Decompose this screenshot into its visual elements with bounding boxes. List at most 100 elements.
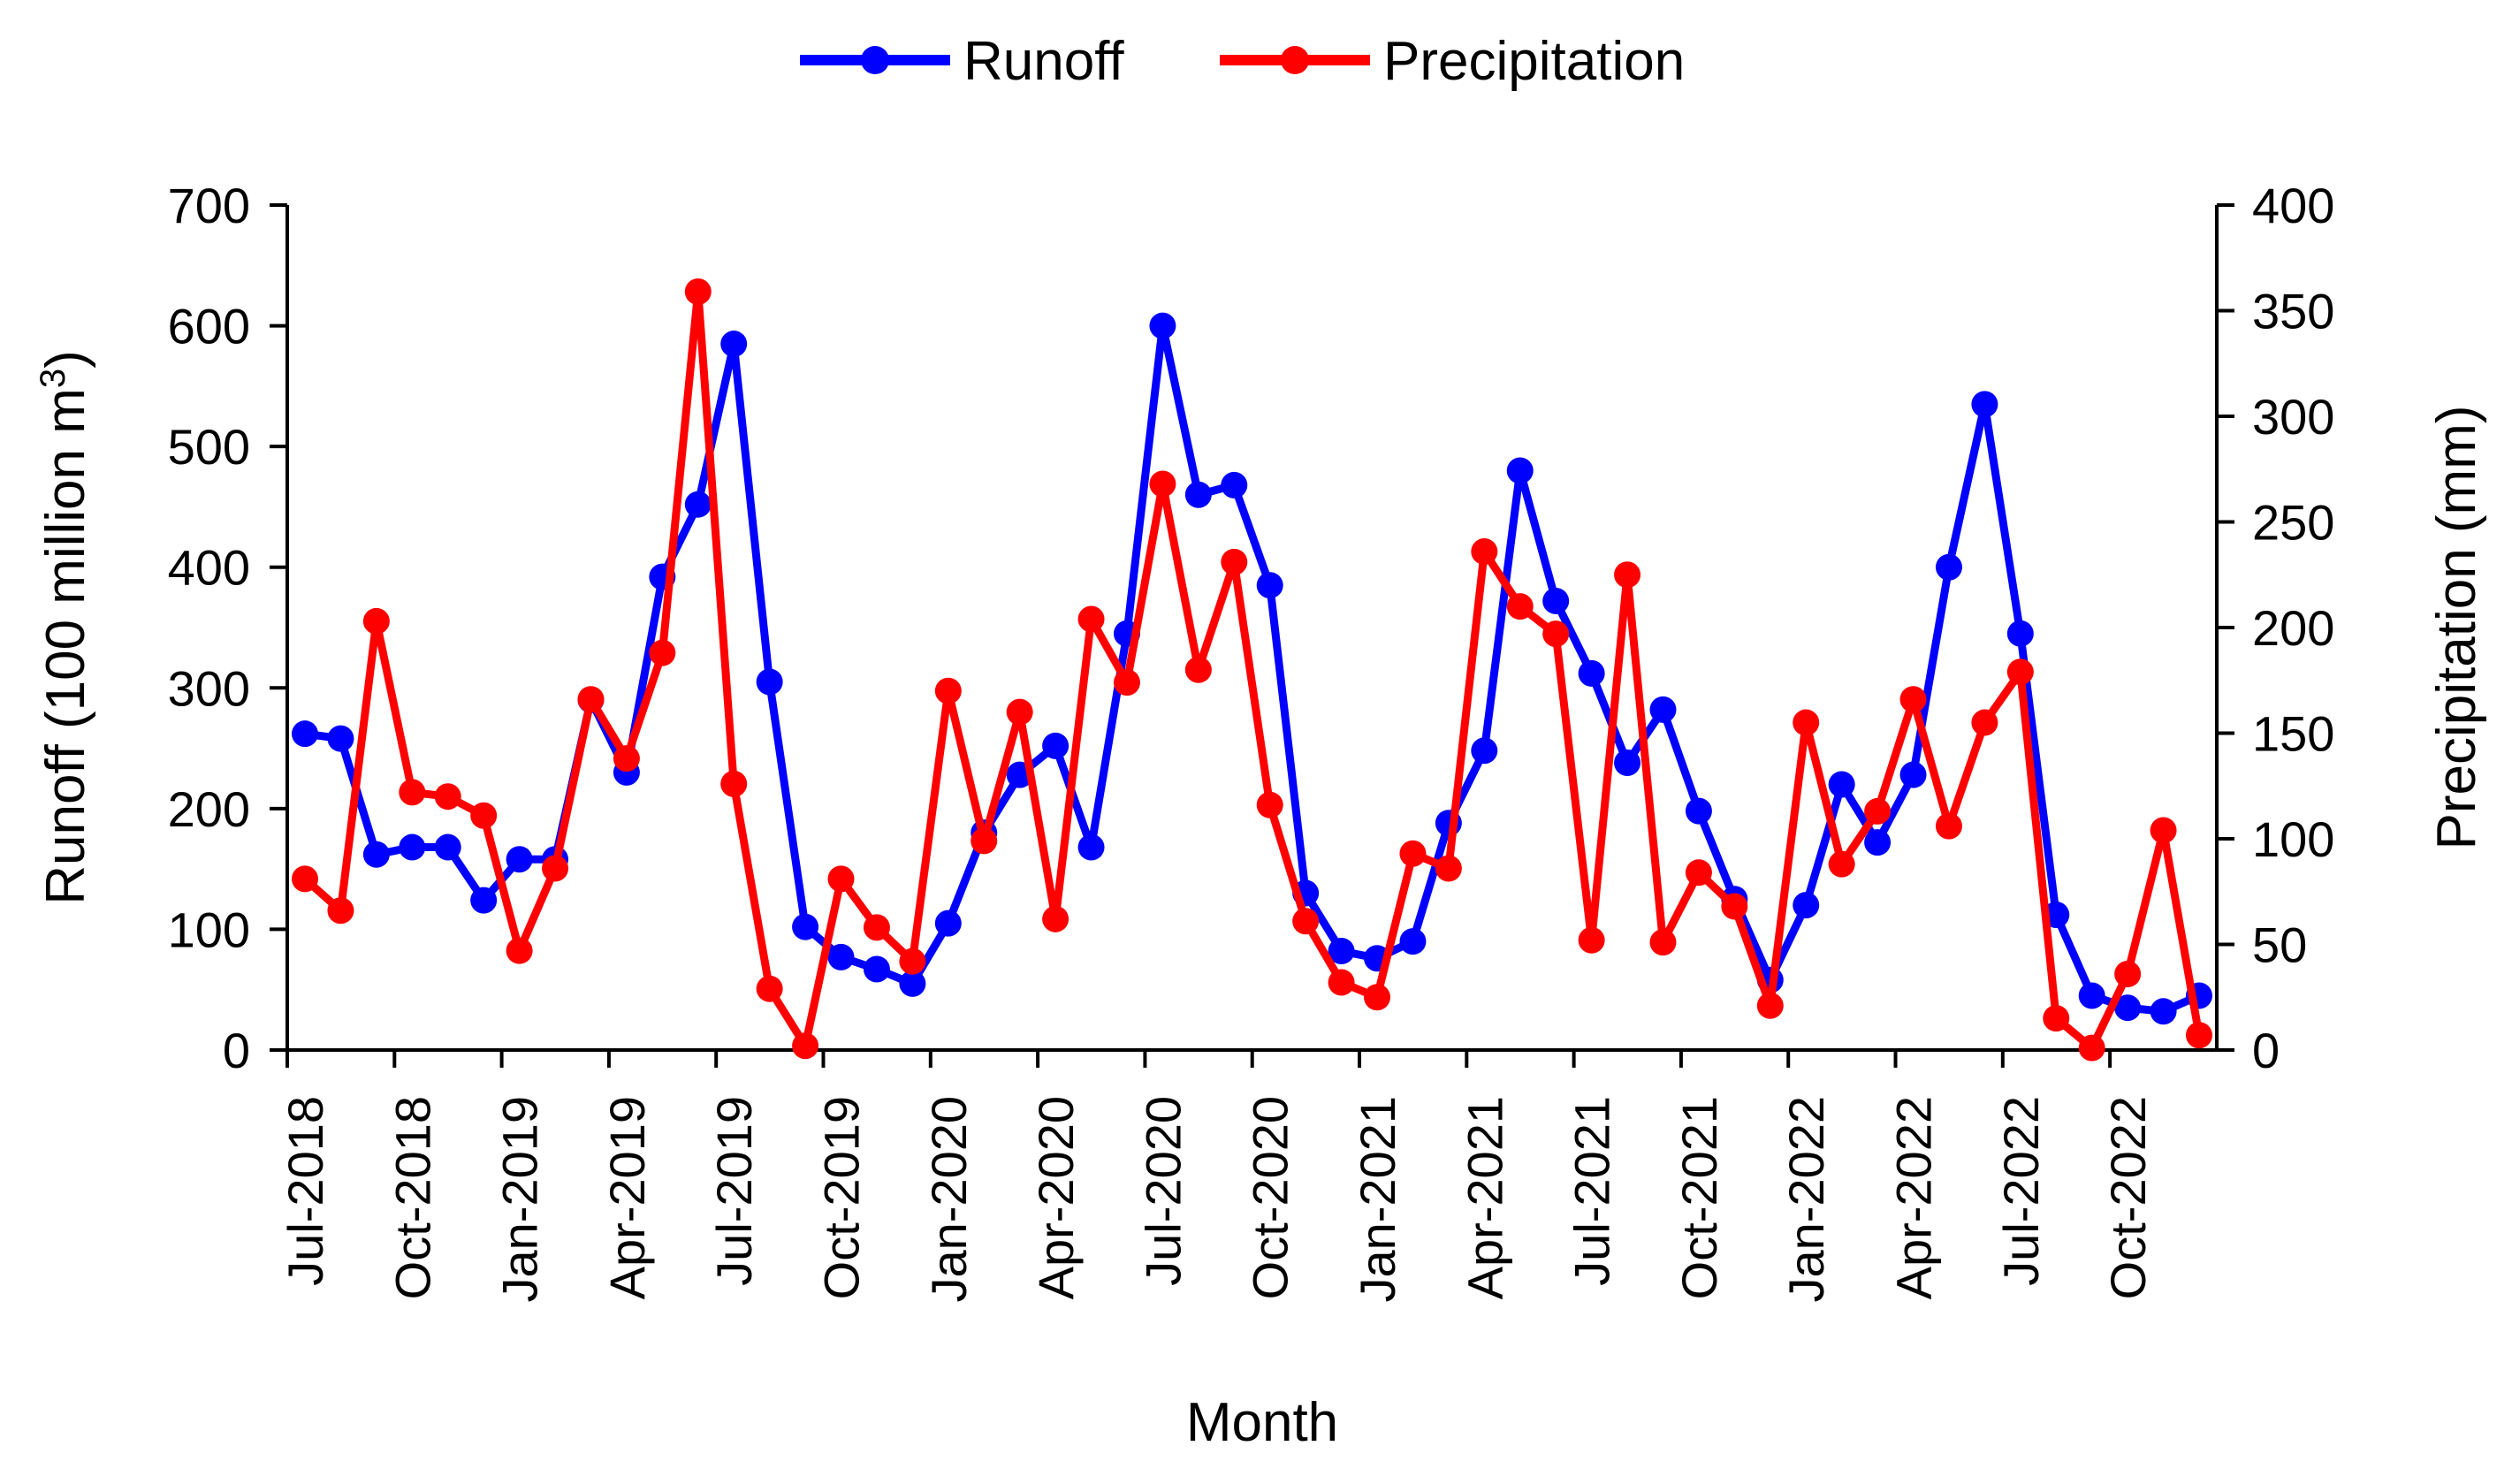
precipitation-point xyxy=(1578,926,1605,954)
runoff-point xyxy=(1614,749,1641,776)
left-y-axis-title-sup: 3 xyxy=(34,369,72,388)
left-tick-label: 600 xyxy=(168,299,250,354)
x-axis-title: Month xyxy=(1186,1392,1338,1453)
left-tick-label: 500 xyxy=(168,419,250,475)
legend-precipitation-label: Precipitation xyxy=(1383,31,1685,92)
precipitation-point xyxy=(1113,669,1140,696)
x-tick-label: Jul-2022 xyxy=(1993,1096,2049,1286)
precipitation-point xyxy=(1364,984,1391,1011)
right-tick-label: 300 xyxy=(2252,389,2334,445)
runoff-point xyxy=(934,909,962,937)
runoff-point xyxy=(327,725,354,752)
precipitation-point xyxy=(1793,709,1820,736)
runoff-point xyxy=(1506,457,1534,484)
precipitation-point xyxy=(1292,908,1320,935)
runoff-point xyxy=(1328,938,1355,965)
runoff-point xyxy=(756,668,783,696)
runoff-point xyxy=(292,720,318,748)
precipitation-point xyxy=(1506,593,1534,620)
precipitation-point xyxy=(542,855,569,882)
precipitation-point xyxy=(1077,605,1105,633)
right-y-axis-title: Precipitation (mm) xyxy=(2426,406,2487,850)
precipitation-point xyxy=(2043,1005,2070,1032)
precipitation-point xyxy=(506,937,533,964)
runoff-point xyxy=(506,846,533,873)
precipitation-point xyxy=(1006,698,1033,726)
runoff-point xyxy=(2114,994,2142,1022)
x-tick-label: Jul-2018 xyxy=(278,1096,333,1286)
precipitation-point xyxy=(1471,537,1498,565)
x-tick-label: Apr-2020 xyxy=(1028,1096,1084,1299)
runoff-point xyxy=(434,833,461,861)
x-tick-label: Jan-2021 xyxy=(1350,1096,1405,1303)
runoff-point xyxy=(2078,982,2105,1009)
precipitation-point xyxy=(1399,840,1427,867)
runoff-point xyxy=(1077,833,1105,861)
left-tick-label: 300 xyxy=(168,660,250,716)
x-tick-label: Apr-2022 xyxy=(1886,1096,1942,1299)
right-tick-label: 100 xyxy=(2252,811,2334,867)
left-tick-label: 400 xyxy=(168,540,250,596)
right-tick-label: 150 xyxy=(2252,706,2334,762)
legend-runoff-marker xyxy=(861,46,889,74)
precipitation-point xyxy=(2006,658,2034,686)
runoff-point xyxy=(362,841,390,868)
precipitation-point xyxy=(1221,548,1248,575)
runoff-point xyxy=(1793,892,1820,919)
precipitation-point xyxy=(434,783,461,810)
right-tick-label: 50 xyxy=(2252,917,2307,973)
runoff-point xyxy=(1935,553,1962,581)
precipitation-point xyxy=(1756,992,1784,1019)
precipitation-point xyxy=(1899,686,1927,713)
runoff-point xyxy=(1399,928,1427,955)
precipitation-point xyxy=(1256,791,1283,818)
precipitation-point xyxy=(292,865,318,893)
runoff-point xyxy=(1471,737,1498,765)
left-y-axis-title-text: Runoff (100 million m xyxy=(35,388,96,905)
precipitation-point xyxy=(613,745,640,772)
precipitation-point xyxy=(1328,969,1355,996)
runoff-point xyxy=(1542,587,1570,614)
precipitation-point xyxy=(1649,929,1677,956)
precipitation-point xyxy=(2186,1022,2212,1049)
runoff-point xyxy=(1042,732,1070,759)
left-tick-label: 100 xyxy=(168,902,250,957)
precipitation-point xyxy=(649,639,676,666)
precipitation-point xyxy=(971,827,998,855)
runoff-point xyxy=(899,970,926,997)
precipitation-point xyxy=(362,607,390,635)
precipitation-point xyxy=(1685,859,1712,887)
runoff-point xyxy=(827,943,855,970)
runoff-point xyxy=(1864,829,1892,856)
x-tick-label: Jul-2019 xyxy=(706,1096,762,1286)
runoff-point xyxy=(1971,391,1998,418)
runoff-point xyxy=(792,913,819,940)
x-tick-label: Jan-2022 xyxy=(1778,1096,1834,1303)
runoff-point xyxy=(1256,572,1283,599)
runoff-point xyxy=(1899,761,1927,788)
precipitation-point xyxy=(1828,850,1855,878)
precipitation-point xyxy=(899,947,926,975)
x-tick-label: Oct-2020 xyxy=(1243,1096,1298,1299)
precipitation-point xyxy=(934,677,962,704)
runoff-point xyxy=(2150,998,2177,1025)
left-y-axis-title-close: ) xyxy=(35,350,96,369)
x-tick-label: Jul-2020 xyxy=(1135,1096,1191,1286)
precipitation-point xyxy=(1864,797,1892,825)
legend-runoff-label: Runoff xyxy=(963,31,1124,92)
runoff-point xyxy=(1184,481,1212,508)
x-ticks: Jul-2018 Oct-2018 Jan-2019 Apr-2019 Jul-2019… xyxy=(278,1050,2156,1303)
x-tick-label: Oct-2019 xyxy=(814,1096,870,1299)
precipitation-point xyxy=(1542,620,1570,648)
precipitation-point xyxy=(1184,656,1212,683)
runoff-point xyxy=(470,887,498,914)
precipitation-point xyxy=(827,865,855,893)
legend: Runoff Precipitation xyxy=(800,31,1685,92)
precipitation-point xyxy=(2114,960,2142,987)
precipitation-series xyxy=(292,278,2212,1062)
precipitation-point xyxy=(2150,817,2177,844)
runoff-point xyxy=(720,331,748,358)
precipitation-point xyxy=(1614,561,1641,589)
precipitation-point xyxy=(1935,812,1962,840)
